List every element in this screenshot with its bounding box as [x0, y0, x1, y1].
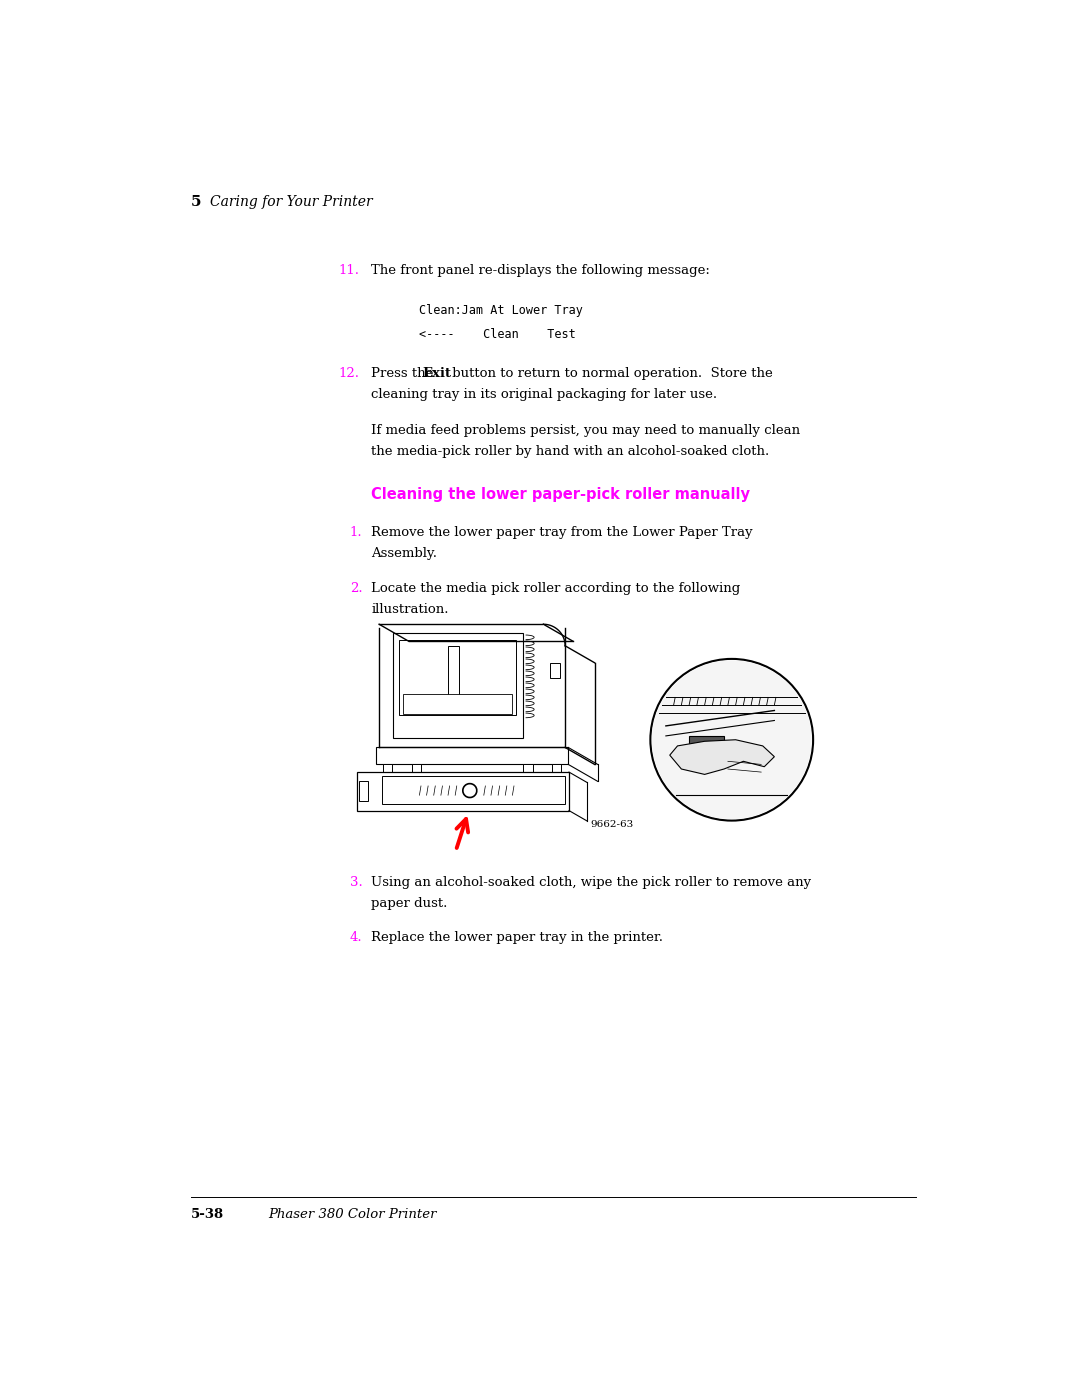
Bar: [524, 764, 532, 773]
Text: button to return to normal operation.  Store the: button to return to normal operation. St…: [448, 367, 773, 380]
Text: Clean:Jam At Lower Tray: Clean:Jam At Lower Tray: [419, 305, 583, 317]
Bar: [383, 764, 392, 773]
Polygon shape: [689, 736, 724, 743]
Text: Remove the lower paper tray from the Lower Paper Tray: Remove the lower paper tray from the Low…: [372, 525, 753, 539]
Text: 2.: 2.: [350, 583, 362, 595]
Text: Locate the media pick roller according to the following: Locate the media pick roller according t…: [372, 583, 741, 595]
Bar: [550, 662, 561, 678]
Bar: [552, 764, 562, 773]
Text: the media-pick roller by hand with an alcohol-soaked cloth.: the media-pick roller by hand with an al…: [372, 446, 770, 458]
Text: Phaser 380 Color Printer: Phaser 380 Color Printer: [268, 1208, 436, 1221]
Bar: [448, 645, 459, 704]
Bar: [376, 747, 568, 764]
Text: 4.: 4.: [350, 932, 362, 944]
Text: Caring for Your Printer: Caring for Your Printer: [211, 194, 373, 208]
Bar: [357, 773, 569, 810]
Bar: [360, 781, 368, 802]
Text: Assembly.: Assembly.: [372, 546, 437, 560]
Text: 1.: 1.: [350, 525, 362, 539]
Text: If media feed problems persist, you may need to manually clean: If media feed problems persist, you may …: [372, 425, 800, 437]
Circle shape: [650, 659, 813, 820]
Text: 12.: 12.: [339, 367, 360, 380]
Text: 11.: 11.: [339, 264, 360, 277]
Bar: [382, 775, 565, 805]
Circle shape: [652, 661, 811, 819]
Bar: [403, 693, 512, 714]
Text: illustration.: illustration.: [372, 604, 449, 616]
Text: Replace the lower paper tray in the printer.: Replace the lower paper tray in the prin…: [372, 932, 663, 944]
Text: 3.: 3.: [350, 876, 363, 888]
Text: <----    Clean    Test: <---- Clean Test: [419, 328, 576, 341]
Bar: [411, 764, 421, 773]
Polygon shape: [670, 740, 774, 774]
Text: cleaning tray in its original packaging for later use.: cleaning tray in its original packaging …: [372, 388, 717, 401]
Text: 5-38: 5-38: [191, 1208, 224, 1221]
Text: 5: 5: [191, 194, 201, 208]
Text: 9662-63: 9662-63: [590, 820, 633, 828]
Bar: [400, 640, 516, 715]
Bar: [393, 633, 523, 738]
Text: Cleaning the lower paper-pick roller manually: Cleaning the lower paper-pick roller man…: [372, 488, 751, 502]
Text: Press the: Press the: [372, 367, 438, 380]
Text: Using an alcohol-soaked cloth, wipe the pick roller to remove any: Using an alcohol-soaked cloth, wipe the …: [372, 876, 811, 888]
Text: The front panel re-displays the following message:: The front panel re-displays the followin…: [372, 264, 711, 277]
Text: Exit: Exit: [422, 367, 451, 380]
Text: paper dust.: paper dust.: [372, 897, 448, 911]
